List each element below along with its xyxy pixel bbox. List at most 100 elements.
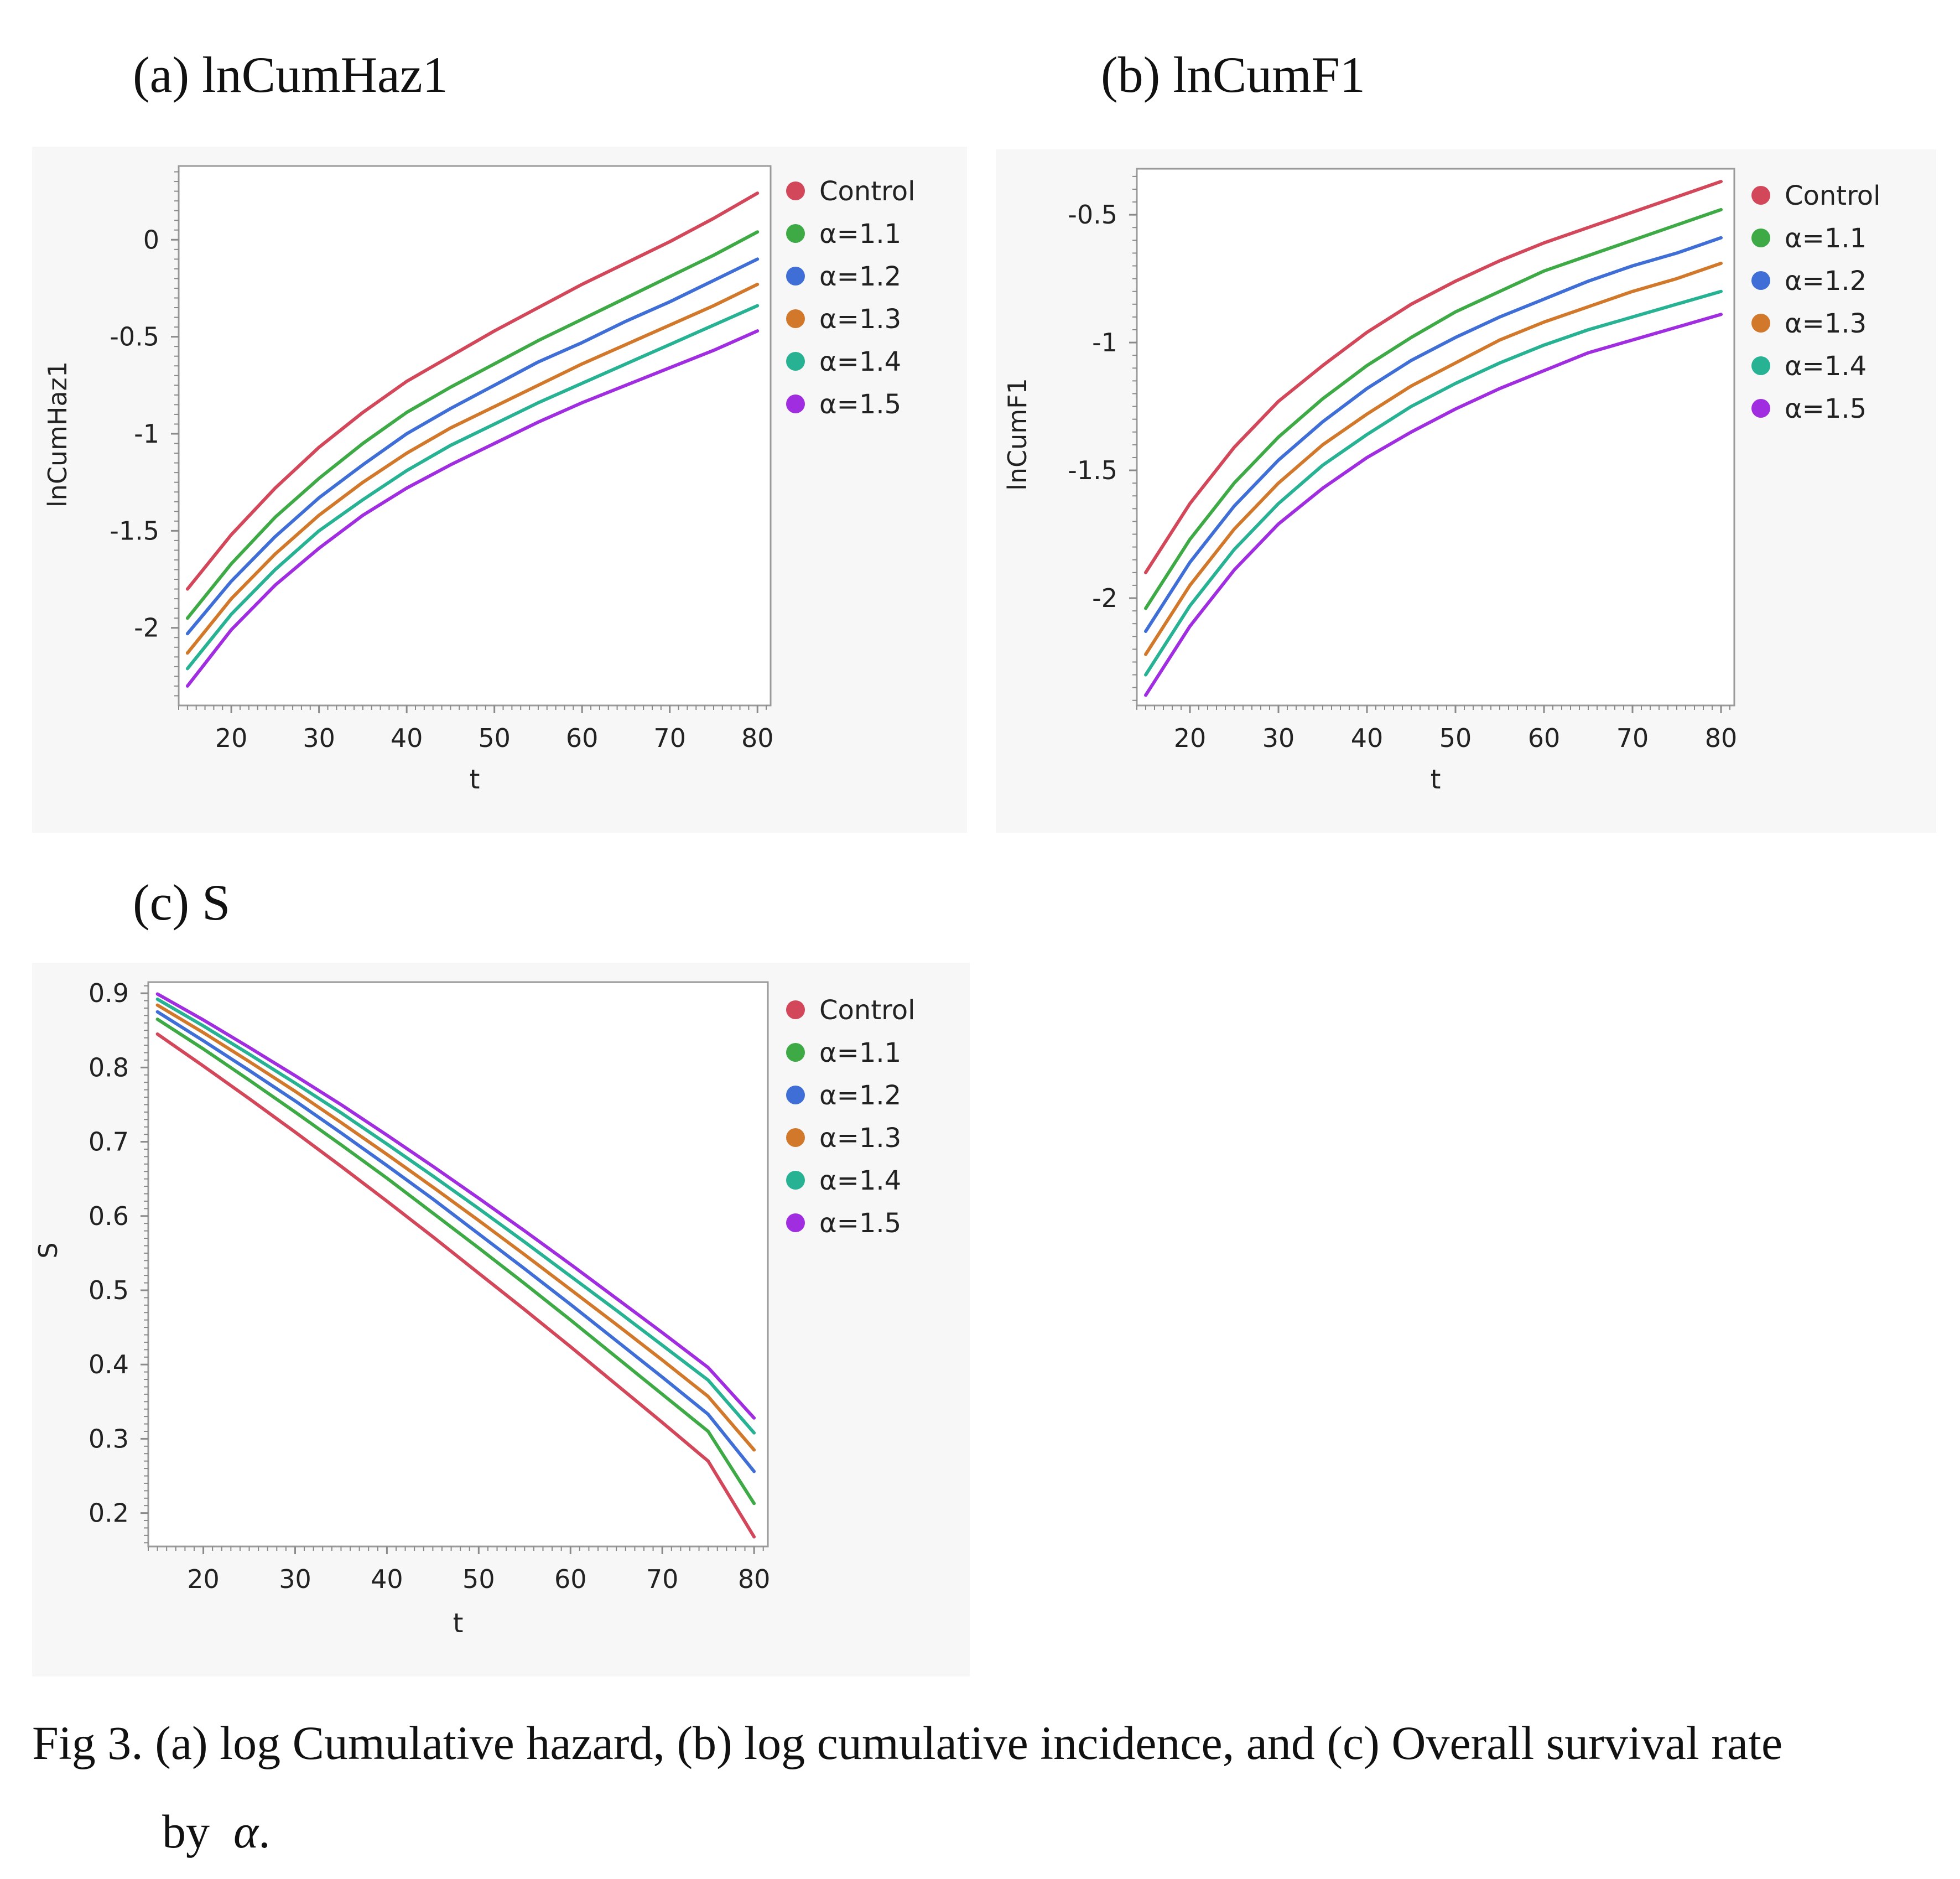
- x-tick-label: 70: [1616, 723, 1649, 753]
- y-tick-label: 0.2: [89, 1498, 129, 1528]
- series-line-alpha-3: [155, 1003, 756, 1452]
- y-tick-label: 0: [143, 225, 159, 255]
- panel-title-b: (b) lnCumF1: [1101, 46, 1365, 103]
- legend-marker: [786, 1000, 805, 1019]
- legend-label: α=1.2: [1785, 266, 1867, 297]
- x-tick-label: 20: [187, 1564, 220, 1594]
- legend-label: α=1.5: [819, 1208, 901, 1239]
- series-line-alpha-4: [185, 304, 760, 671]
- x-axis-label: t: [470, 764, 480, 795]
- legend-marker: [786, 395, 805, 413]
- x-tick-label: 80: [738, 1564, 771, 1594]
- plot-area-a: [178, 165, 772, 707]
- legend-marker: [786, 309, 805, 328]
- y-axis-label: lnCumHaz1: [43, 361, 72, 507]
- legend-marker: [786, 1086, 805, 1104]
- y-tick-label: 0.6: [89, 1201, 129, 1231]
- panel-title-c: (c) S: [133, 874, 231, 931]
- legend-label: α=1.4: [1785, 351, 1867, 382]
- legend-marker: [786, 1128, 805, 1147]
- x-tick-label: 50: [1439, 723, 1472, 753]
- panel-title-a: (a) lnCumHaz1: [133, 46, 448, 103]
- y-tick-label: 0.3: [89, 1424, 129, 1454]
- y-tick-label: 0.8: [89, 1052, 129, 1082]
- x-tick-label: 30: [279, 1564, 311, 1594]
- x-tick-label: 70: [646, 1564, 679, 1594]
- legend-label: α=1.2: [819, 261, 901, 292]
- legend-marker: [1751, 271, 1770, 290]
- series-line-alpha-1: [1144, 207, 1723, 610]
- series-line-alpha-5: [155, 992, 756, 1420]
- chart-panel-c: 20 30 40 50 60 70 80 0.9 0.8 0.7 0.6 0.5 0.4 0.3 0.2 t S…: [32, 963, 970, 1676]
- chart-c-svg: 20 30 40 50 60 70 80 0.9 0.8 0.7 0.6 0.5 0.4 0.3 0.2 t S…: [33, 978, 916, 1639]
- y-tick-label: 0.5: [89, 1275, 129, 1305]
- series-line-alpha-5: [185, 329, 760, 688]
- chart-panel-b: 20 30 40 50 60 70 80 -0.5 -1 -1.5 -2 t lnCumF1 Contro…: [996, 149, 1936, 833]
- legend-marker: [786, 352, 805, 371]
- legend-label: α=1.2: [819, 1080, 901, 1111]
- x-axis-ticks-c: [148, 1546, 764, 1554]
- x-axis-label: t: [1431, 764, 1441, 795]
- figure-caption: Fig 3. (a) log Cumulative hazard, (b) lo…: [32, 1699, 1946, 1876]
- x-tick-label: 50: [462, 1564, 495, 1594]
- chart-b-svg: 20 30 40 50 60 70 80 -0.5 -1 -1.5 -2 t lnCumF1 Contro…: [1002, 168, 1881, 795]
- x-tick-label: 40: [1351, 723, 1384, 753]
- x-axis-label: t: [453, 1608, 464, 1639]
- y-axis-ticks-b: [1129, 175, 1137, 701]
- caption-line-2: by α.: [32, 1787, 1946, 1876]
- legend-label: α=1.4: [819, 1165, 901, 1196]
- series-line-alpha-5: [1144, 313, 1723, 697]
- legend-label: α=1.1: [819, 219, 901, 250]
- legend-marker: [1751, 229, 1770, 247]
- x-tick-label: 20: [215, 723, 248, 753]
- plot-area-c: [147, 981, 769, 1548]
- legend-label: α=1.4: [819, 346, 901, 377]
- legend-marker: [786, 1213, 805, 1232]
- legend-marker: [1751, 399, 1770, 418]
- x-axis-ticks-b: [1136, 705, 1730, 713]
- legend-marker: [786, 1171, 805, 1190]
- legend-marker: [786, 181, 805, 200]
- y-axis-label: S: [33, 1242, 63, 1258]
- series-line-alpha-2: [1144, 236, 1723, 633]
- x-tick-label: 40: [391, 723, 423, 753]
- x-tick-label: 40: [371, 1564, 403, 1594]
- legend-c: Control α=1.1 α=1.2 α=1.3 α=1.4 α=1.5: [786, 995, 916, 1239]
- series-line-control: [155, 1032, 756, 1539]
- legend-marker: [1751, 314, 1770, 333]
- series-line-alpha-4: [155, 997, 756, 1435]
- legend-label: Control: [1785, 180, 1881, 211]
- legend-b: Control α=1.1 α=1.2 α=1.3 α=1.4 α=1.5: [1751, 180, 1881, 424]
- x-tick-label: 20: [1174, 723, 1207, 753]
- legend-label: α=1.3: [1785, 308, 1867, 339]
- y-axis-ticks-c: [141, 985, 148, 1544]
- y-tick-label: -2: [134, 613, 159, 643]
- y-tick-label: -0.5: [110, 322, 159, 352]
- series-line-alpha-1: [185, 230, 760, 620]
- legend-marker: [786, 267, 805, 286]
- x-tick-label: 50: [478, 723, 511, 753]
- chart-a-svg: 20 30 40 50 60 70 80 0 -0.5 -1 -1.5 -2 t lnCumHaz1 Con…: [43, 165, 916, 795]
- caption-line-1: Fig 3. (a) log Cumulative hazard, (b) lo…: [32, 1716, 1783, 1769]
- legend-label: α=1.5: [819, 389, 901, 420]
- legend-a: Control α=1.1 α=1.2 α=1.3 α=1.4 α=1.5: [786, 176, 916, 420]
- y-axis-label: lnCumF1: [1002, 378, 1032, 491]
- series-line-control: [1144, 180, 1723, 574]
- legend-label: Control: [819, 995, 916, 1026]
- series-line-control: [185, 191, 760, 591]
- y-tick-label: -0.5: [1068, 200, 1117, 230]
- y-tick-label: 0.9: [89, 978, 129, 1008]
- x-tick-label: 80: [741, 723, 774, 753]
- caption-alpha-symbol: α: [233, 1805, 259, 1858]
- y-tick-label: -1: [1092, 328, 1117, 357]
- series-line-alpha-3: [1144, 261, 1723, 656]
- x-tick-label: 60: [1528, 723, 1561, 753]
- legend-label: α=1.5: [1785, 393, 1867, 424]
- legend-marker: [786, 1043, 805, 1062]
- y-axis-ticks-a: [171, 171, 179, 697]
- x-tick-label: 60: [554, 1564, 587, 1594]
- y-tick-label: 0.4: [89, 1349, 129, 1379]
- x-tick-label: 70: [653, 723, 686, 753]
- y-tick-label: -1: [134, 419, 159, 449]
- x-tick-label: 30: [1262, 723, 1295, 753]
